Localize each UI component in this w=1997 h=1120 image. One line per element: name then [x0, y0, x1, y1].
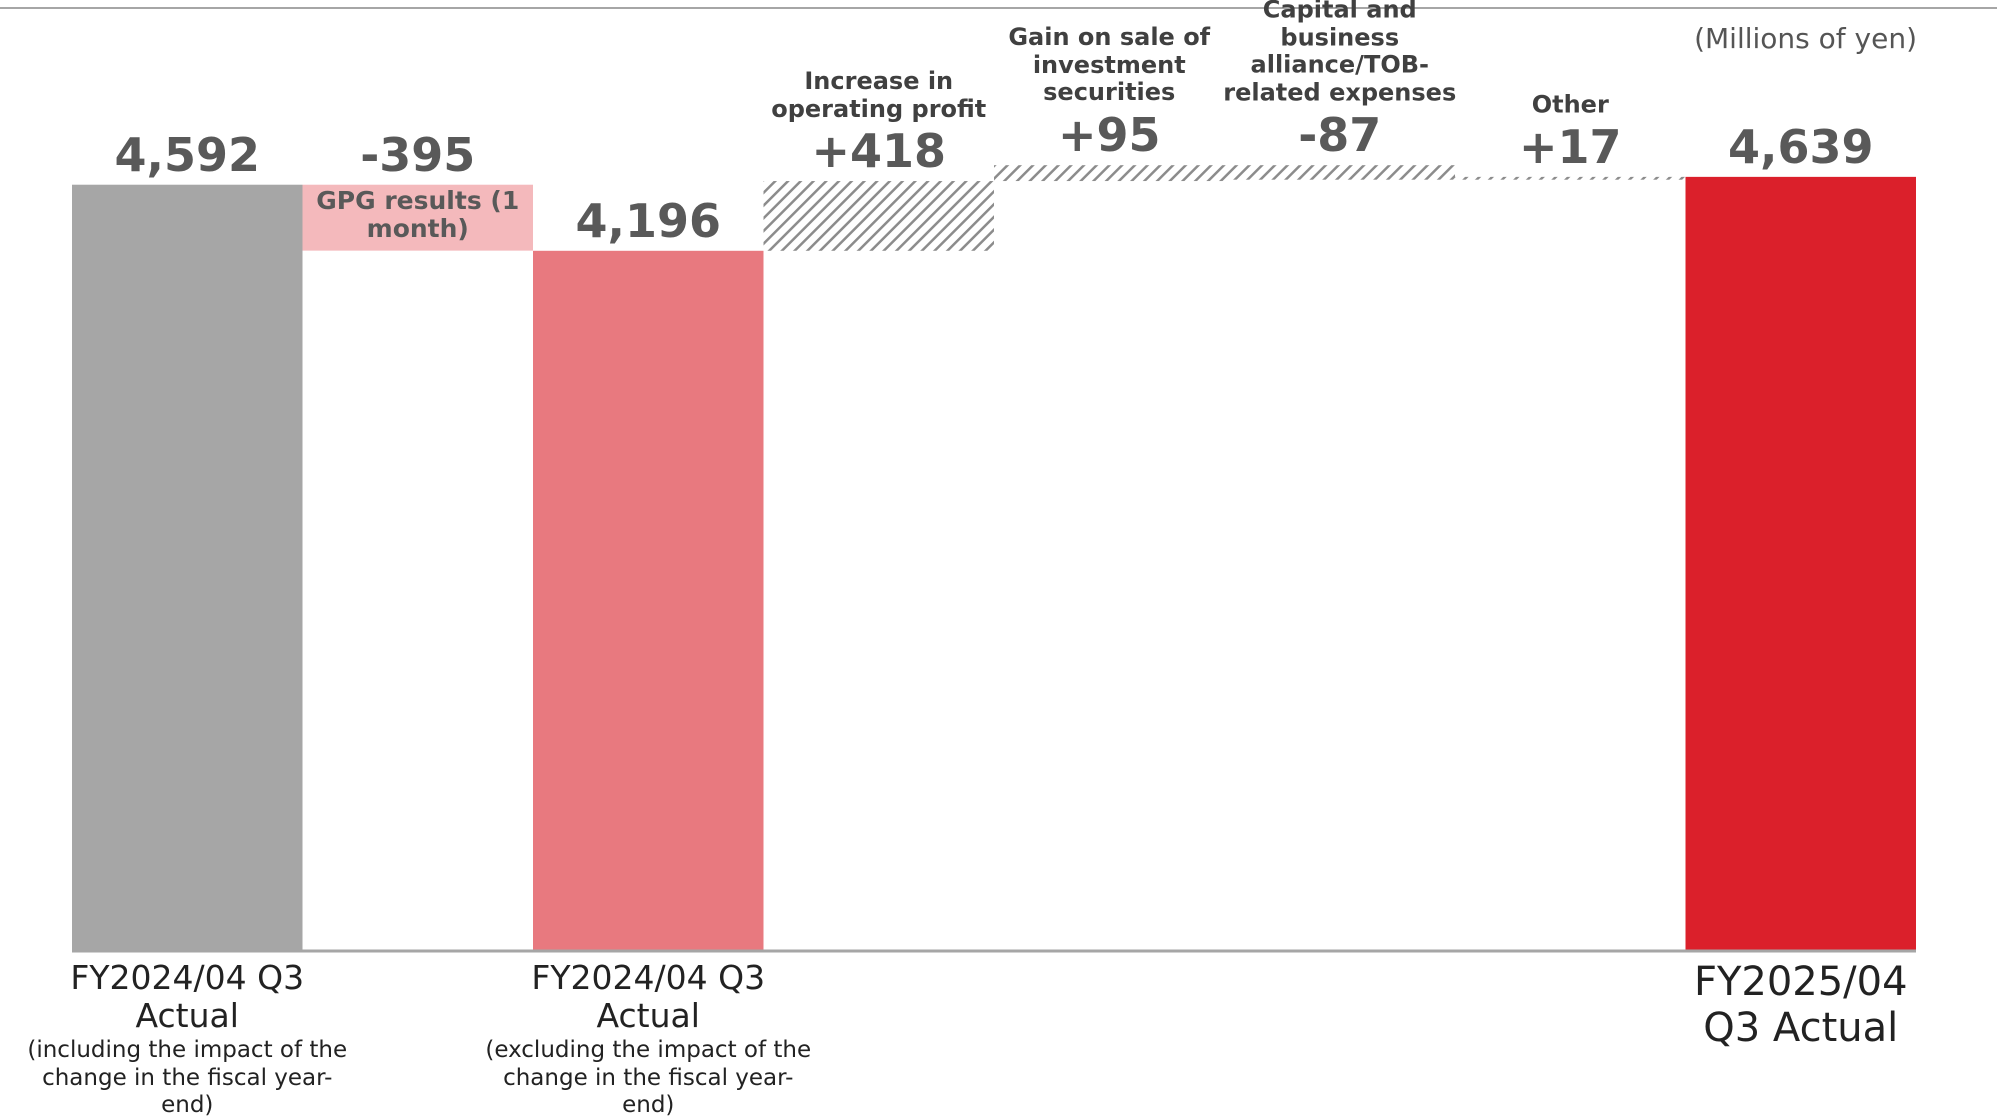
category-sublabel: (excluding the impact of the change in t… [485, 1037, 812, 1119]
category-sublabel: (including the impact of the change in t… [27, 1037, 348, 1119]
category-label: Increase in operating profit [771, 66, 987, 123]
bar [994, 165, 1225, 182]
category-label: FY2024/04 Q3 Actual [531, 958, 766, 1035]
value-label: 4,592 [114, 127, 260, 182]
value-label: -395 [360, 127, 476, 182]
unit-label: (Millions of yen) [1694, 22, 1917, 55]
category-label: FY2025/04 Q3 Actual [1693, 959, 1908, 1051]
category-label: Gain on sale of investment securities [1008, 23, 1211, 107]
category-label: FY2024/04 Q3 Actual [70, 958, 305, 1035]
bar [1224, 165, 1455, 180]
bar [1455, 176, 1686, 180]
value-label: +95 [1057, 108, 1161, 163]
value-label: +17 [1518, 119, 1622, 174]
bar [72, 184, 303, 951]
bar [533, 250, 764, 952]
category-label: Capital and business alliance/TOB-relate… [1223, 0, 1457, 107]
category-label: Other [1531, 90, 1609, 119]
bar [763, 181, 994, 251]
value-label: +418 [811, 124, 947, 179]
value-label: 4,196 [575, 193, 721, 248]
value-label: 4,639 [1727, 119, 1874, 174]
value-label: -87 [1298, 108, 1382, 163]
bar [1685, 176, 1916, 951]
category-label: GPG results (1 month) [316, 185, 520, 244]
bar [302, 184, 533, 251]
